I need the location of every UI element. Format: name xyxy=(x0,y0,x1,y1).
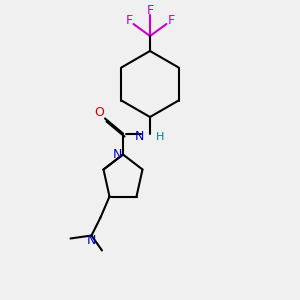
Text: F: F xyxy=(167,14,175,28)
Text: O: O xyxy=(94,106,104,119)
Text: N: N xyxy=(87,233,96,247)
Text: N: N xyxy=(135,130,144,143)
Text: F: F xyxy=(146,4,154,17)
Text: N: N xyxy=(112,148,122,161)
Text: F: F xyxy=(125,14,133,28)
Text: H: H xyxy=(156,131,165,142)
